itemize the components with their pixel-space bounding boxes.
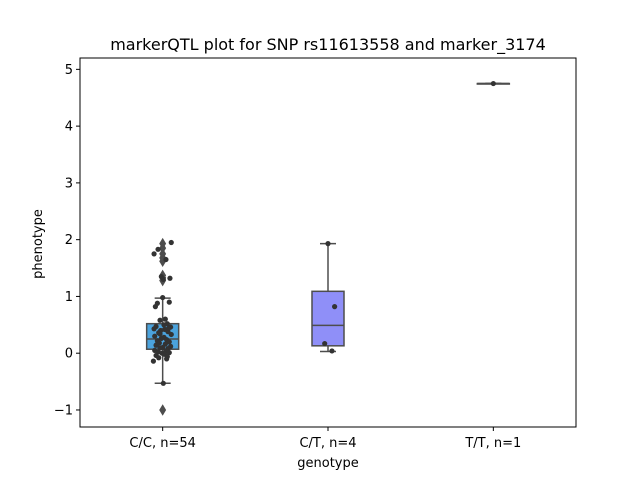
data-point bbox=[332, 304, 338, 310]
y-tick-label: −1 bbox=[54, 403, 73, 418]
data-point bbox=[157, 345, 163, 351]
x-tick-label: T/T, n=1 bbox=[464, 436, 521, 451]
outlier-point bbox=[159, 237, 167, 250]
box bbox=[311, 290, 345, 347]
data-point bbox=[168, 331, 174, 338]
data-point bbox=[160, 380, 166, 386]
data-point bbox=[151, 251, 157, 257]
outlier-point bbox=[159, 404, 167, 416]
chart-title: markerQTL plot for SNP rs11613558 and ma… bbox=[110, 35, 546, 55]
data-point bbox=[152, 333, 158, 339]
data-point bbox=[490, 80, 496, 87]
data-point bbox=[157, 317, 163, 323]
data-point bbox=[166, 325, 172, 331]
data-point bbox=[322, 340, 328, 347]
y-tick-label: 4 bbox=[65, 120, 73, 135]
x-tick-label: C/C, n=54 bbox=[129, 436, 195, 451]
data-point bbox=[163, 256, 169, 263]
data-point bbox=[155, 246, 161, 252]
data-point bbox=[166, 350, 172, 356]
data-point bbox=[160, 276, 166, 282]
x-tick-label: C/T, n=4 bbox=[299, 436, 356, 451]
y-tick-label: 3 bbox=[65, 176, 73, 191]
data-point bbox=[164, 356, 170, 362]
data-point bbox=[156, 355, 162, 361]
plot-area bbox=[145, 80, 511, 416]
y-tick-label: 2 bbox=[65, 233, 73, 248]
axes: −1 0 1 2 3 4 5 C/C, n=54 C/T, n=4 T/T, n=1 bbox=[54, 63, 521, 451]
data-point bbox=[166, 299, 172, 305]
y-tick-label: 5 bbox=[65, 63, 73, 78]
data-point bbox=[158, 335, 164, 342]
data-point bbox=[162, 316, 168, 322]
y-tick-label: 0 bbox=[65, 347, 73, 362]
data-point bbox=[157, 331, 163, 337]
data-point bbox=[152, 304, 158, 310]
data-point bbox=[161, 322, 167, 328]
data-point bbox=[160, 294, 166, 301]
data-point bbox=[168, 239, 174, 246]
data-point bbox=[166, 339, 172, 345]
data-point bbox=[329, 348, 335, 354]
data-point bbox=[150, 358, 157, 364]
y-tick-label: 1 bbox=[65, 290, 73, 305]
data-point bbox=[325, 241, 331, 247]
y-axis-label: phenotype bbox=[31, 209, 46, 279]
x-axis-label: genotype bbox=[297, 456, 358, 471]
data-point bbox=[154, 342, 160, 348]
data-point bbox=[151, 326, 157, 332]
data-point bbox=[167, 275, 173, 281]
